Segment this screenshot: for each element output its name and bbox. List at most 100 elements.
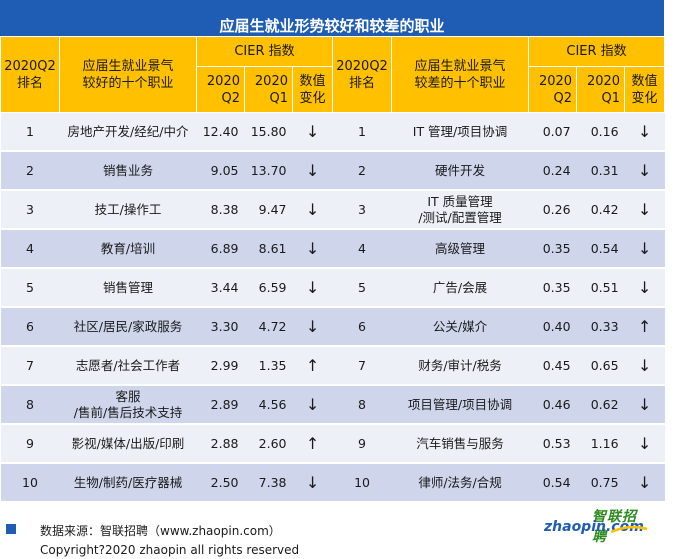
change-arrow-icon: ↑ — [624, 307, 665, 347]
bad-job-cell: 汽车销售与服务 — [391, 424, 529, 464]
change-arrow-icon: ↓ — [292, 112, 333, 152]
q1-value-cell: 1.16 — [576, 424, 625, 464]
good-job-cell: 教育/培训 — [59, 229, 197, 269]
q1-value-cell: 2.60 — [244, 424, 293, 464]
q1-value-cell: 8.61 — [244, 229, 293, 269]
header-q2-bad: 2020 Q2 — [528, 66, 578, 113]
table-row: 1 房地产开发/经纪/中介 12.40 15.80 ↓ 1 IT 管理/项目协调 0.07 0.… — [0, 112, 665, 152]
change-arrow-icon: ↓ — [624, 463, 665, 503]
bad-job-cell: 财务/审计/税务 — [391, 346, 529, 386]
change-arrow-icon: ↓ — [292, 190, 333, 230]
change-arrow-icon: ↓ — [292, 385, 333, 425]
change-arrow-icon: ↓ — [292, 463, 333, 503]
q2-value-cell: 0.26 — [528, 190, 577, 230]
rank-cell: 4 — [332, 229, 392, 269]
q1-value-cell: 1.35 — [244, 346, 293, 386]
good-job-cell: 技工/操作工 — [59, 190, 197, 230]
q2-value-cell: 2.50 — [196, 463, 245, 503]
bad-job-cell: 律师/法务/合规 — [391, 463, 529, 503]
q2-value-cell: 9.05 — [196, 151, 245, 191]
rank-cell: 5 — [332, 268, 392, 308]
header-rank-good: 2020Q2 排名 — [0, 36, 60, 113]
bad-job-cell: 公关/媒介 — [391, 307, 529, 347]
header-rank-bad: 2020Q2 排名 — [332, 36, 393, 113]
bad-job-cell: IT 管理/项目协调 — [391, 112, 529, 152]
q1-value-cell: 0.62 — [576, 385, 625, 425]
q2-value-cell: 12.40 — [196, 112, 245, 152]
rank-cell: 6 — [332, 307, 392, 347]
q1-value-cell: 0.65 — [576, 346, 625, 386]
bad-job-cell: 高级管理 — [391, 229, 529, 269]
table-row: 6 社区/居民/家政服务 3.30 4.72 ↓ 6 公关/媒介 0.40 0.33 ↑ — [0, 307, 665, 347]
q1-value-cell: 0.42 — [576, 190, 625, 230]
logo-chinese-text: 智联招聘 — [592, 509, 637, 545]
table-row: 9 影视/媒体/出版/印刷 2.88 2.60 ↑ 9 汽车销售与服务 0.53 1.16 ↓ — [0, 424, 665, 464]
change-arrow-icon: ↓ — [624, 268, 665, 308]
good-job-cell: 社区/居民/家政服务 — [59, 307, 197, 347]
table-title: 应届生就业形势较好和较差的职业 — [0, 0, 664, 36]
good-job-cell: 客服 /售前/售后技术支持 — [59, 385, 197, 425]
footer-bullet — [6, 524, 16, 534]
q1-value-cell: 0.16 — [576, 112, 625, 152]
table-row: 8 客服 /售前/售后技术支持 2.89 4.56 ↓ 8 项目管理/项目协调 0.46 0.6… — [0, 385, 665, 425]
table-row: 10 生物/制药/医疗器械 2.50 7.38 ↓ 10 律师/法务/合规 0.54 0.75 ↓ — [0, 463, 665, 503]
rank-cell: 10 — [332, 463, 392, 503]
table-row: 3 技工/操作工 8.38 9.47 ↓ 3 IT 质量管理 /测试/配置管理 0.26 0.4… — [0, 190, 665, 230]
q2-value-cell: 8.38 — [196, 190, 245, 230]
q2-value-cell: 3.30 — [196, 307, 245, 347]
header-bad-jobs: 应届生就业景气 较差的十个职业 — [391, 36, 530, 113]
data-source: 数据来源：智联招聘（www.zhaopin.com） — [40, 524, 281, 538]
rank-cell: 8 — [332, 385, 392, 425]
rank-cell: 9 — [0, 424, 60, 464]
rank-cell: 10 — [0, 463, 60, 503]
good-job-cell: 房地产开发/经纪/中介 — [59, 112, 197, 152]
q1-value-cell: 4.56 — [244, 385, 293, 425]
rank-cell: 7 — [332, 346, 392, 386]
q1-value-cell: 7.38 — [244, 463, 293, 503]
q2-value-cell: 2.99 — [196, 346, 245, 386]
change-arrow-icon: ↑ — [292, 346, 333, 386]
change-arrow-icon: ↓ — [292, 229, 333, 269]
header-q1-bad: 2020 Q1 — [576, 66, 626, 113]
good-job-cell: 影视/媒体/出版/印刷 — [59, 424, 197, 464]
header-row: 2020Q2 排名 应届生就业景气 较好的十个职业 CIER 指数 2020Q2… — [0, 36, 666, 113]
good-job-cell: 志愿者/社会工作者 — [59, 346, 197, 386]
rank-cell: 4 — [0, 229, 60, 269]
copyright-notice: Copyright?2020 zhaopin all rights reserv… — [40, 543, 300, 557]
header-change-bad: 数值 变化 — [624, 66, 666, 113]
q2-value-cell: 2.88 — [196, 424, 245, 464]
q1-value-cell: 0.75 — [576, 463, 625, 503]
header-change-good: 数值 变化 — [291, 66, 334, 113]
bad-job-cell: IT 质量管理 /测试/配置管理 — [391, 190, 529, 230]
rank-cell: 1 — [0, 112, 60, 152]
q1-value-cell: 15.80 — [244, 112, 293, 152]
header-good-jobs: 应届生就业景气 较好的十个职业 — [59, 36, 197, 113]
change-arrow-icon: ↓ — [624, 112, 665, 152]
change-arrow-icon: ↓ — [624, 385, 665, 425]
table-row: 5 销售管理 3.44 6.59 ↓ 5 广告/会展 0.35 0.51 ↓ — [0, 268, 665, 308]
header-q1-good: 2020 Q1 — [244, 66, 293, 113]
good-job-cell: 销售业务 — [59, 151, 197, 191]
table-row: 4 教育/培训 6.89 8.61 ↓ 4 高级管理 0.35 0.54 ↓ — [0, 229, 665, 269]
zhaopin-logo: 智联招聘 zhaopin.com — [540, 506, 650, 545]
q2-value-cell: 2.89 — [196, 385, 245, 425]
rank-cell: 7 — [0, 346, 60, 386]
q1-value-cell: 9.47 — [244, 190, 293, 230]
change-arrow-icon: ↓ — [624, 346, 665, 386]
table-row: 2 销售业务 9.05 13.70 ↓ 2 硬件开发 0.24 0.31 ↓ — [0, 151, 665, 191]
header-q2-good: 2020 Q2 — [196, 66, 245, 113]
q2-value-cell: 0.45 — [528, 346, 577, 386]
table-row: 7 志愿者/社会工作者 2.99 1.35 ↑ 7 财务/审计/税务 0.45 0.65 ↓ — [0, 346, 665, 386]
q1-value-cell: 0.54 — [576, 229, 625, 269]
rank-cell: 2 — [332, 151, 392, 191]
q2-value-cell: 0.40 — [528, 307, 577, 347]
bad-job-cell: 硬件开发 — [391, 151, 529, 191]
q1-value-cell: 6.59 — [244, 268, 293, 308]
header-cier-good: CIER 指数 — [195, 36, 334, 67]
change-arrow-icon: ↓ — [292, 268, 333, 308]
q2-value-cell: 0.24 — [528, 151, 577, 191]
cier-table: 2020Q2 排名 应届生就业景气 较好的十个职业 CIER 指数 2020Q2… — [0, 36, 666, 503]
change-arrow-icon: ↓ — [624, 151, 665, 191]
q1-value-cell: 0.51 — [576, 268, 625, 308]
q2-value-cell: 3.44 — [196, 268, 245, 308]
